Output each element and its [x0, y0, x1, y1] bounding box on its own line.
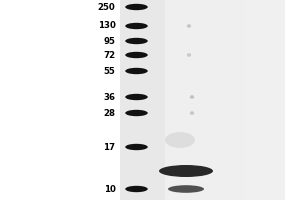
Text: 95: 95: [103, 36, 116, 46]
Text: 130: 130: [98, 21, 116, 30]
Text: 10: 10: [103, 184, 116, 194]
Text: 72: 72: [103, 50, 116, 60]
Ellipse shape: [125, 94, 148, 100]
Ellipse shape: [190, 95, 194, 99]
Ellipse shape: [165, 132, 195, 148]
Text: 17: 17: [103, 142, 116, 152]
Ellipse shape: [125, 23, 148, 29]
Ellipse shape: [125, 68, 148, 74]
Ellipse shape: [187, 53, 191, 57]
Ellipse shape: [125, 144, 148, 150]
Ellipse shape: [125, 38, 148, 44]
FancyBboxPatch shape: [120, 0, 285, 200]
Text: 28: 28: [103, 108, 116, 117]
Ellipse shape: [190, 111, 194, 115]
Text: 55: 55: [104, 66, 116, 75]
FancyBboxPatch shape: [120, 0, 165, 200]
Ellipse shape: [159, 165, 213, 177]
Ellipse shape: [125, 186, 148, 192]
Text: 36: 36: [103, 92, 116, 102]
Ellipse shape: [125, 110, 148, 116]
Ellipse shape: [168, 185, 204, 193]
Ellipse shape: [125, 52, 148, 58]
Ellipse shape: [125, 4, 148, 10]
FancyBboxPatch shape: [165, 0, 246, 200]
Ellipse shape: [187, 24, 191, 28]
Text: 250: 250: [98, 2, 116, 11]
